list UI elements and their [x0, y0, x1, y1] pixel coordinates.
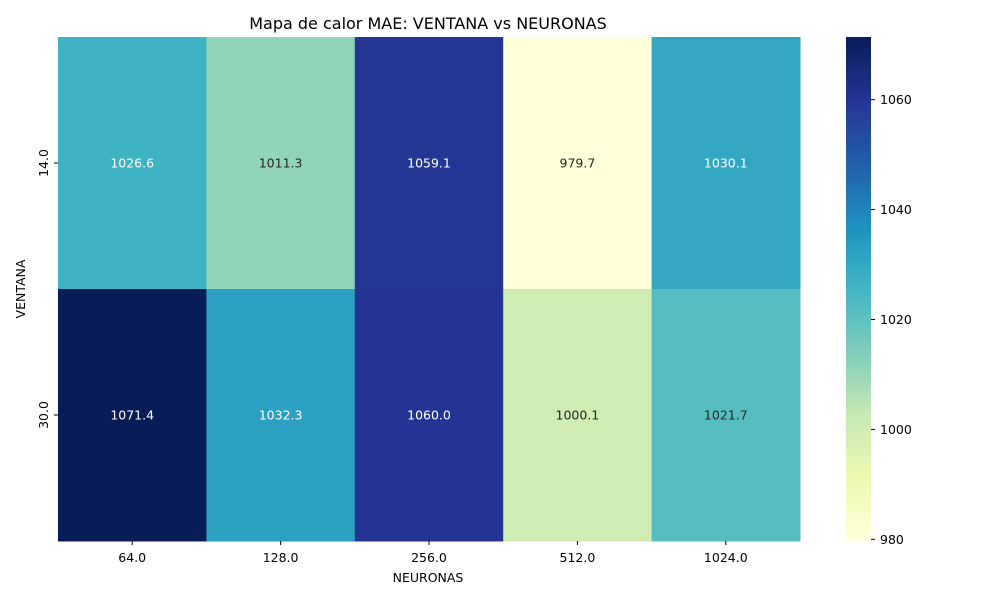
heatmap-cell: [354, 289, 504, 542]
cell-value-label: 1060.0: [407, 408, 451, 423]
heatmap-cell: [58, 37, 207, 290]
chart-title: Mapa de calor MAE: VENTANA vs NEURONAS: [249, 14, 607, 33]
heatmap-cell: [206, 37, 356, 290]
colorbar: [846, 37, 871, 541]
cell-value-label: 1026.6: [110, 156, 154, 171]
x-tick-label: 64.0: [118, 550, 146, 565]
colorbar-tick-label: 1020: [880, 312, 912, 327]
cell-value-labels: 1026.6 1011.3 1059.1 979.7 1030.1 1071.4 1032.…: [110, 156, 747, 423]
x-tick-label: 512.0: [560, 550, 596, 565]
cell-value-label: 1059.1: [407, 156, 451, 171]
heatmap-cell: [206, 289, 356, 542]
colorbar-ticks: 980 1000 1020 1040 1060: [871, 92, 912, 547]
y-axis-label: VENTANA: [13, 259, 28, 318]
cell-value-label: 1071.4: [110, 408, 154, 423]
cell-value-label: 1030.1: [704, 156, 748, 171]
heatmap-cells: [58, 37, 801, 542]
cell-value-label: 1011.3: [259, 156, 303, 171]
colorbar-tick-label: 1060: [880, 92, 912, 107]
cell-value-label: 1021.7: [704, 408, 748, 423]
heatmap-cell: [651, 37, 801, 290]
heatmap-cell: [58, 289, 207, 542]
x-axis: 64.0 128.0 256.0 512.0 1024.0: [118, 541, 748, 565]
x-tick-label: 256.0: [411, 550, 447, 565]
y-tick-label: 14.0: [36, 149, 51, 177]
cell-value-label: 1000.1: [556, 408, 600, 423]
heatmap-cell: [354, 37, 504, 290]
colorbar-tick-label: 980: [880, 532, 904, 547]
heatmap-cell: [503, 289, 653, 542]
x-axis-label: NEURONAS: [393, 570, 464, 585]
y-axis: 14.0 30.0: [36, 149, 58, 429]
colorbar-tick-label: 1000: [880, 422, 912, 437]
heatmap-cell: [503, 37, 653, 290]
cell-value-label: 1032.3: [259, 408, 303, 423]
x-tick-label: 128.0: [263, 550, 299, 565]
cell-value-label: 979.7: [560, 156, 596, 171]
y-tick-label: 30.0: [36, 401, 51, 429]
colorbar-tick-label: 1040: [880, 202, 912, 217]
heatmap-cell: [651, 289, 801, 542]
x-tick-label: 1024.0: [704, 550, 748, 565]
